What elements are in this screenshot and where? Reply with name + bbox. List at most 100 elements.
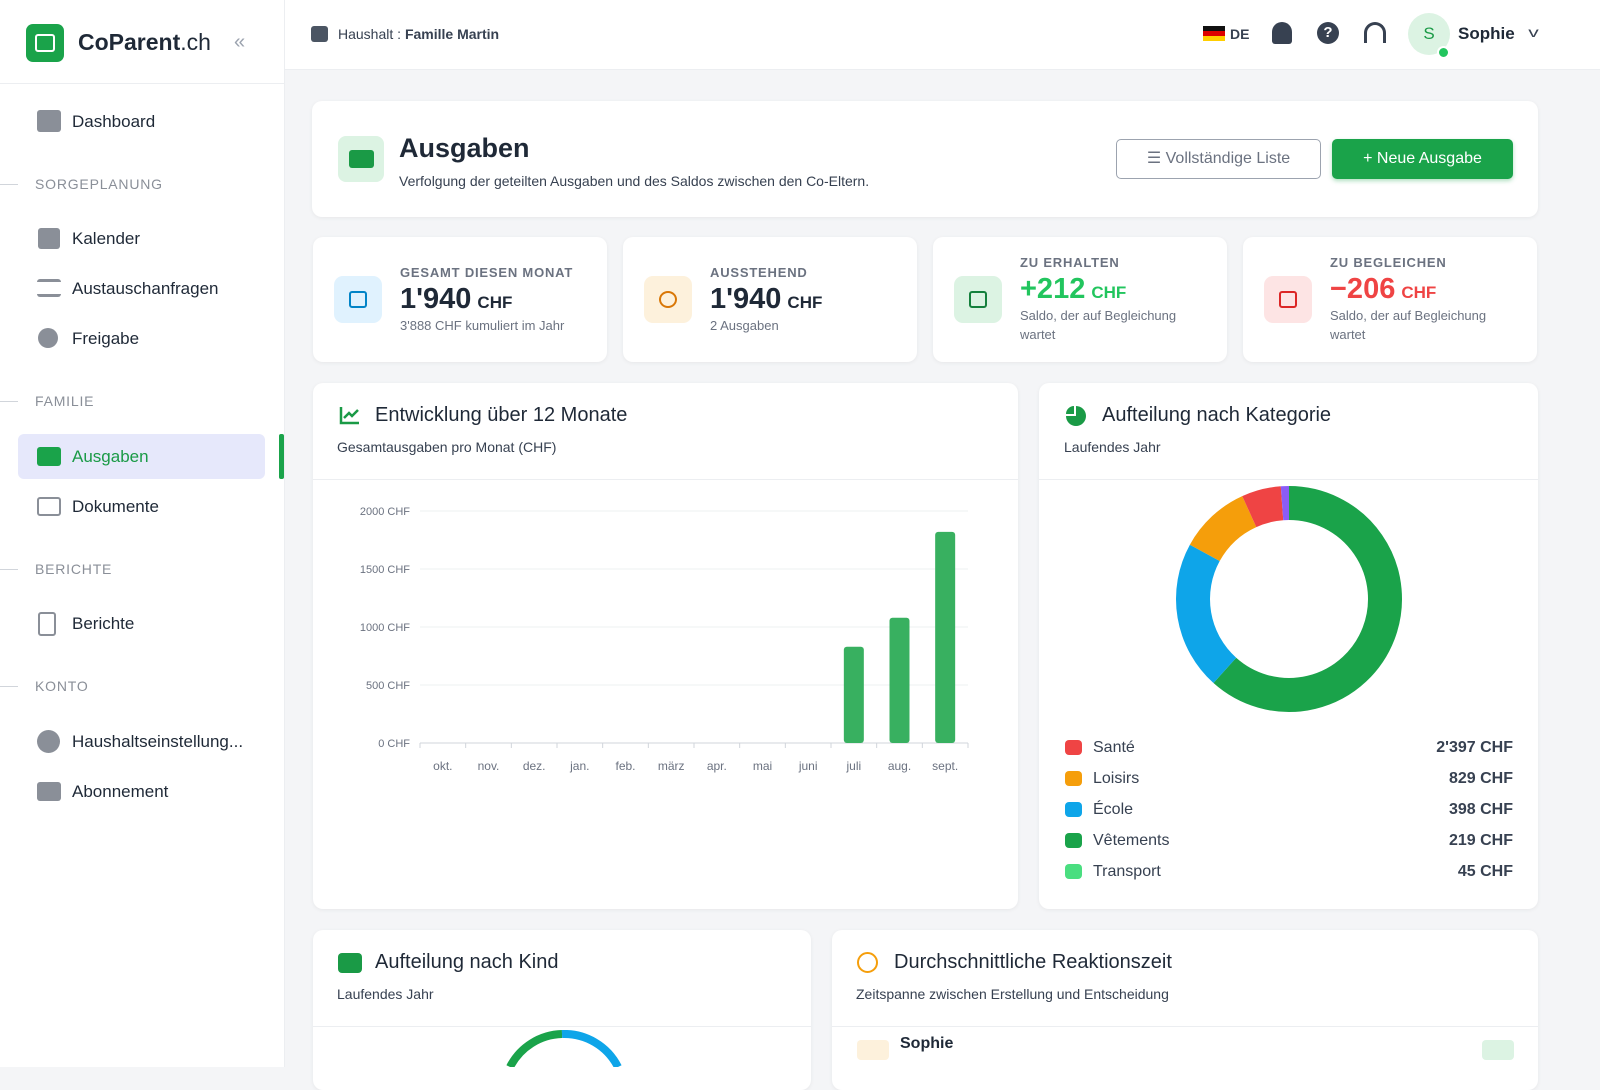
brand-name: CoParent — [78, 29, 180, 55]
chart-icon — [339, 405, 361, 425]
card-title: Aufteilung nach Kind — [375, 952, 558, 972]
help-icon[interactable]: ? — [1317, 22, 1339, 44]
stat-label: ZU ERHALTEN — [1020, 256, 1120, 269]
stat-note: Saldo, der auf Begleichung wartet — [1020, 307, 1210, 345]
nav-item[interactable]: Freigabe — [72, 330, 139, 347]
breadcrumb: Haushalt : Famille Martin — [338, 27, 499, 41]
legend-label: Santé — [1093, 740, 1135, 756]
legend-value: 45 CHF — [1313, 864, 1513, 880]
legend-label: Loisirs — [1093, 771, 1139, 787]
new-button[interactable]: + Neue Ausgabe — [1332, 139, 1513, 179]
pie-segment — [1225, 503, 1385, 695]
household: Famille Martin — [405, 26, 499, 42]
page-title: Ausgaben — [399, 135, 530, 162]
x-tick-label: dez. — [523, 759, 546, 773]
icon — [37, 782, 61, 801]
stat-label: AUSSTEHEND — [710, 266, 808, 279]
stat-icon — [334, 276, 382, 323]
badge — [857, 1040, 889, 1060]
nav-item[interactable]: Dashboard — [72, 113, 155, 130]
nav-item[interactable]: Ausgaben — [72, 448, 149, 465]
legend-icon — [1065, 864, 1082, 879]
x-tick-label: juli — [845, 759, 861, 773]
stat-value: 1'940 — [710, 283, 781, 315]
x-tick-label: apr. — [707, 759, 727, 773]
chevron[interactable]: v — [1528, 25, 1539, 39]
icon — [38, 612, 56, 636]
user-name[interactable]: Sophie — [1458, 25, 1515, 42]
x-tick-label: nov. — [478, 759, 500, 773]
icon — [37, 110, 61, 132]
legend-value: 219 CHF — [1313, 833, 1513, 849]
x-tick-label: märz — [658, 759, 685, 773]
legend-value: 829 CHF — [1313, 771, 1513, 787]
stat-glyph — [969, 291, 987, 308]
nav-item[interactable]: Kalender — [72, 230, 140, 247]
legend-label: École — [1093, 802, 1133, 818]
flag — [1203, 26, 1225, 41]
divider — [0, 83, 284, 84]
sidebar — [0, 0, 285, 1067]
bar — [844, 647, 864, 743]
stat-unit: CHF — [477, 293, 512, 312]
breadcrumb-label: Haushalt : — [338, 26, 401, 42]
clock-icon — [857, 952, 878, 973]
button-label: Neue Ausgabe — [1377, 150, 1482, 167]
chart-title: Aufteilung nach Kategorie — [1102, 405, 1331, 425]
stat-glyph — [1279, 291, 1297, 308]
stat-note: 2 Ausgaben — [710, 317, 900, 336]
logo — [26, 24, 64, 62]
pie-segment — [1205, 512, 1249, 553]
children-icon — [338, 953, 362, 973]
y-tick-label: 500 CHF — [366, 680, 410, 692]
chart-subtitle: Laufendes Jahr — [1064, 440, 1161, 454]
bell-icon[interactable] — [1272, 22, 1292, 44]
home-icon[interactable] — [311, 26, 328, 42]
icon — [37, 279, 61, 297]
brand-suffix: .ch — [180, 29, 211, 55]
stat-value: −206 — [1330, 273, 1395, 305]
dash — [0, 569, 18, 570]
card-subtitle: Zeitspanne zwischen Erstellung und Entsc… — [856, 987, 1169, 1001]
collapse-button[interactable]: « — [234, 32, 245, 52]
icon — [37, 497, 61, 516]
icon — [37, 730, 60, 753]
chart-subtitle: Gesamtausgaben pro Monat (CHF) — [337, 440, 556, 454]
stat-unit: CHF — [1401, 283, 1436, 302]
divider — [832, 1026, 1538, 1027]
support-icon[interactable] — [1364, 22, 1386, 43]
x-tick-label: sept. — [932, 759, 958, 773]
pie-segment — [1193, 553, 1225, 671]
language[interactable]: DE — [1230, 27, 1249, 41]
nav-item[interactable]: Berichte — [72, 615, 134, 632]
y-tick-label: 2000 CHF — [360, 506, 410, 518]
x-tick-label: mai — [753, 759, 772, 773]
active-indicator — [279, 434, 284, 479]
legend-icon — [1065, 740, 1082, 755]
y-tick-label: 1000 CHF — [360, 622, 410, 634]
legend-label: Transport — [1093, 864, 1161, 880]
stat-label: ZU BEGLEICHEN — [1330, 256, 1447, 269]
brand: CoParent.ch — [78, 31, 211, 54]
nav-item[interactable]: Dokumente — [72, 498, 159, 515]
badge — [1482, 1040, 1514, 1060]
nav-item[interactable]: Austauschanfragen — [72, 280, 219, 297]
card-subtitle: Laufendes Jahr — [337, 987, 434, 1001]
stat-icon — [644, 276, 692, 323]
legend-icon — [1065, 771, 1082, 786]
x-tick-label: okt. — [433, 759, 452, 773]
status-dot — [1437, 46, 1450, 59]
nav-item[interactable]: Haushaltseinstellung... — [72, 733, 243, 750]
list-button[interactable]: ☰ Vollständige Liste — [1116, 139, 1321, 179]
page-subtitle: Verfolgung der geteilten Ausgaben und de… — [399, 174, 869, 188]
y-tick-label: 0 CHF — [378, 738, 410, 750]
pie-segment — [1249, 503, 1282, 511]
pie-chart — [1150, 480, 1430, 720]
dash — [0, 401, 18, 402]
stat-label: GESAMT DIESEN MONAT — [400, 266, 573, 279]
card-title: Durchschnittliche Reaktionszeit — [894, 952, 1172, 972]
nav-item[interactable]: Abonnement — [72, 783, 168, 800]
section-label: KONTO — [35, 679, 89, 693]
